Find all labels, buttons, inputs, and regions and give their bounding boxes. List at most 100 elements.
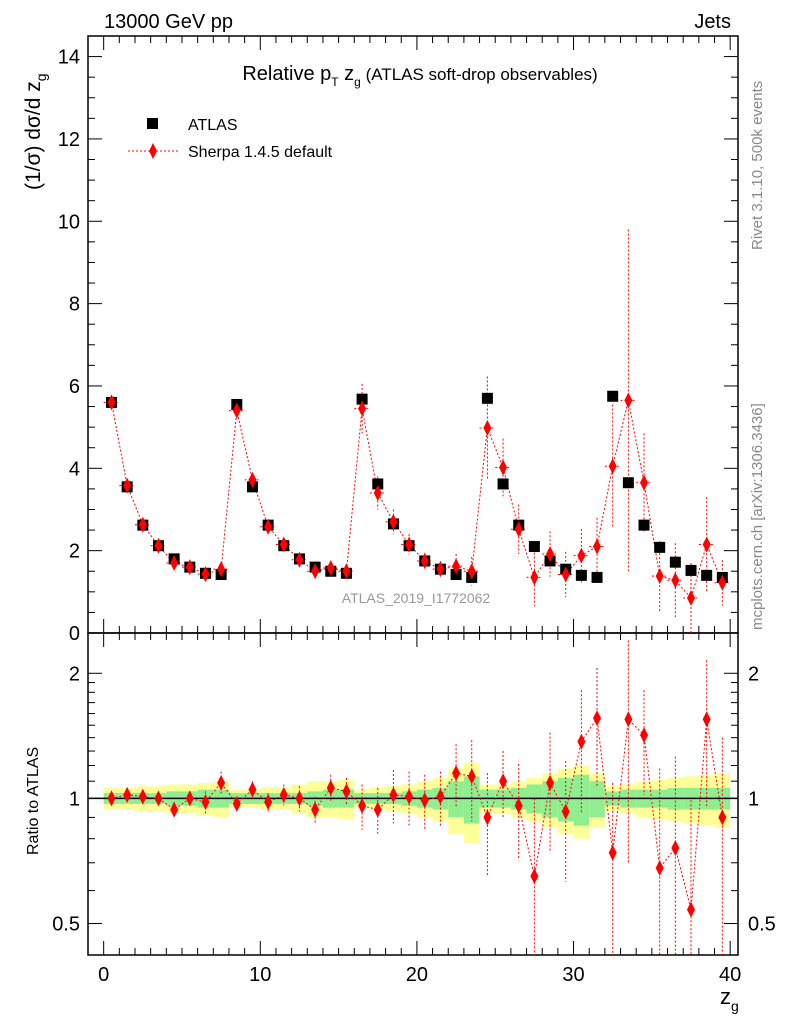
ratio-sherpa-point — [342, 783, 351, 800]
sherpa-point — [593, 538, 602, 555]
main-ytick-label: 10 — [58, 211, 80, 233]
rivet-label: Rivet 3.1.10, 500k events — [749, 81, 766, 250]
ratio-sherpa-point — [201, 794, 210, 811]
legend-atlas-marker — [147, 118, 158, 129]
sherpa-point — [671, 572, 680, 589]
ratio-sherpa-point — [232, 795, 241, 812]
sherpa-point — [358, 400, 367, 417]
ratio-sherpa-point — [311, 801, 320, 818]
sherpa-point — [655, 568, 664, 585]
sherpa-point — [514, 521, 523, 538]
atlas-point — [356, 393, 368, 405]
ratio-sherpa-point — [358, 797, 367, 814]
ratio-ylabel: Ratio to ATLAS — [25, 747, 42, 855]
ratio-sherpa-point — [640, 727, 649, 744]
sherpa-point — [608, 458, 617, 475]
legend-sherpa-label: Sherpa 1.4.5 default — [188, 144, 333, 161]
main-ytick-label: 12 — [58, 129, 80, 151]
ratio-xtick-label: 20 — [406, 964, 428, 986]
sherpa-point — [452, 558, 461, 575]
sherpa-point — [420, 552, 429, 569]
ratio-sherpa-point — [514, 797, 523, 814]
ratio-sherpa-point — [326, 779, 335, 796]
header-observable: Jets — [694, 11, 731, 33]
ratio-sherpa-point — [373, 801, 382, 818]
ratio-sherpa-point — [577, 733, 586, 750]
main-ytick-label: 4 — [69, 458, 80, 480]
ratio-ytick-label: 0.5 — [52, 914, 80, 936]
ratio-sherpa-point — [420, 792, 429, 809]
ratio-sherpa-point — [655, 860, 664, 877]
ratio-sherpa-point — [389, 786, 398, 803]
atlas-point — [607, 390, 619, 402]
ratio-sherpa-point — [467, 768, 476, 785]
ratio-band-inner — [448, 781, 464, 818]
ratio-sherpa-point — [405, 788, 414, 805]
ratio-sherpa-point — [279, 786, 288, 803]
ratio-xtick-label: 0 — [98, 964, 109, 986]
ratio-sherpa-point — [546, 774, 555, 791]
atlas-point — [575, 569, 587, 581]
atlas-point — [497, 478, 509, 490]
sherpa-point — [467, 563, 476, 580]
ratio-sherpa-point — [718, 809, 727, 826]
plot-title: Relative pT zg (ATLAS soft-drop observab… — [242, 63, 597, 89]
ratio-sherpa-point — [671, 839, 680, 856]
sherpa-point — [279, 536, 288, 553]
ratio-sherpa-line — [111, 716, 723, 910]
atlas-point — [669, 556, 681, 568]
ratio-ytick-label: 1 — [69, 788, 80, 810]
ratio-band-inner — [589, 781, 605, 818]
sherpa-point — [248, 471, 257, 488]
ratio-ytick-label-right: 0.5 — [748, 914, 776, 936]
ratio-sherpa-point — [624, 711, 633, 728]
ratio-sherpa-point — [687, 901, 696, 918]
ratio-xtick-label: 30 — [562, 964, 584, 986]
ratio-sherpa-point — [295, 790, 304, 807]
sherpa-point — [138, 516, 147, 533]
sherpa-point — [389, 513, 398, 530]
sherpa-point — [201, 566, 210, 583]
main-ytick-label: 14 — [58, 47, 80, 69]
sherpa-point — [546, 545, 555, 562]
header-process: 13000 GeV pp — [104, 11, 233, 33]
legend-sherpa-marker — [149, 143, 157, 159]
atlas-point — [638, 519, 650, 531]
ratio-plot-frame — [87, 632, 739, 956]
sherpa-point — [373, 485, 382, 502]
sherpa-point — [702, 536, 711, 553]
ratio-sherpa-point — [154, 790, 163, 807]
sherpa-point — [185, 559, 194, 576]
sherpa-point — [232, 402, 241, 419]
sherpa-point — [405, 536, 414, 553]
sherpa-point — [577, 547, 586, 564]
ratio-sherpa-point — [264, 794, 273, 811]
ratio-xtick-label: 40 — [719, 964, 741, 986]
main-ytick-label: 6 — [69, 376, 80, 398]
sherpa-point — [624, 392, 633, 409]
atlas-point — [654, 541, 666, 553]
ratio-band-inner — [463, 776, 480, 824]
atlas-point — [591, 571, 603, 583]
sherpa-point — [530, 569, 539, 586]
main-ylabel: (1/σ) dσ/d zg — [22, 73, 49, 190]
ratio-sherpa-point — [702, 711, 711, 728]
ratio-sherpa-point — [530, 868, 539, 885]
sherpa-point — [718, 574, 727, 591]
ratio-sherpa-point — [248, 781, 257, 798]
main-ytick-label: 8 — [69, 294, 80, 316]
analysis-watermark: ATLAS_2019_I1772062 — [342, 590, 491, 606]
ratio-band-inner — [557, 777, 574, 822]
sherpa-point — [217, 561, 226, 578]
legend-atlas-label: ATLAS — [188, 117, 238, 134]
ratio-sherpa-point — [436, 788, 445, 805]
ratio-xlabel: zg — [720, 984, 739, 1014]
ratio-ytick-label: 2 — [69, 663, 80, 685]
ratio-sherpa-point — [185, 790, 194, 807]
sherpa-point — [295, 551, 304, 568]
sherpa-line — [111, 400, 723, 600]
ratio-sherpa-point — [608, 844, 617, 861]
ratio-sherpa-point — [170, 801, 179, 818]
sherpa-point — [640, 474, 649, 491]
